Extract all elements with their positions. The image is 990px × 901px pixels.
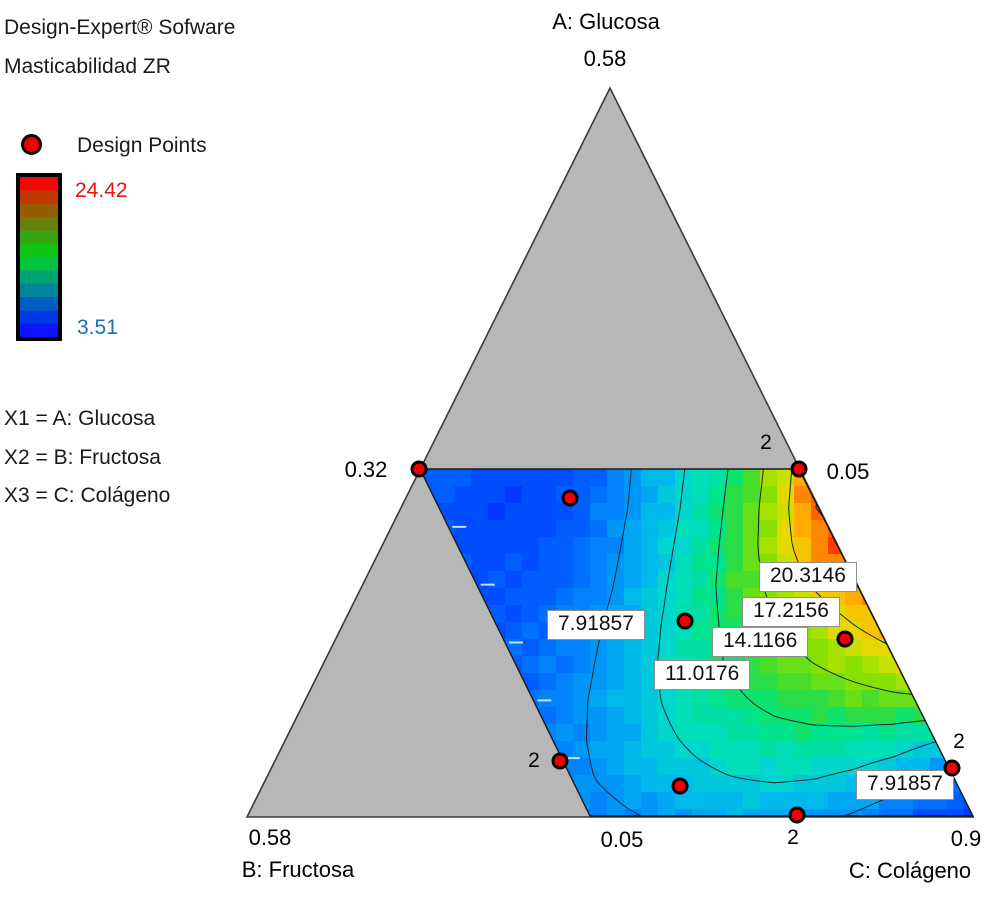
vertex-c-tick: 0.9 (950, 826, 982, 851)
design-point-9[interactable] (943, 759, 961, 777)
contour-label-17-2156[interactable]: 17.2156 (742, 597, 840, 627)
design-point-3[interactable] (561, 489, 579, 507)
replicate-count-left: 2 (528, 749, 540, 772)
contour-label-11-0176[interactable]: 11.0176 (654, 660, 751, 690)
tick-b-bottom-005: 0.05 (600, 827, 644, 852)
design-point-2[interactable] (790, 460, 808, 478)
factor-x2-label: X2 = B: Fructosa (4, 446, 161, 469)
design-point-6[interactable] (551, 752, 569, 770)
app-title: Design-Expert® Sofware (4, 16, 236, 39)
color-scale-bar (16, 173, 62, 341)
factor-x1-label: X1 = A: Glucosa (4, 407, 156, 430)
vertex-b-tick: 0.58 (248, 825, 292, 850)
replicate-count-top: 2 (760, 431, 772, 454)
scale-max-value: 24.42 (75, 179, 128, 202)
factor-x3-label: X3 = C: Colágeno (4, 484, 171, 507)
contour-label-7-91857-right[interactable]: 7.91857 (856, 770, 954, 800)
replicate-count-right: 2 (953, 730, 965, 753)
scale-min-value: 3.51 (77, 316, 118, 339)
tick-c-top-005: 0.05 (826, 459, 870, 484)
replicate-count-bottom: 2 (787, 826, 799, 849)
contour-label-7-91857-mid[interactable]: 7.91857 (547, 610, 645, 640)
vertex-a-tick: 0.58 (583, 46, 627, 71)
vertex-a-title: A: Glucosa (552, 9, 660, 34)
design-point-5[interactable] (836, 630, 854, 648)
design-point-1[interactable] (410, 460, 428, 478)
design-point-legend-icon (21, 134, 42, 155)
contour-label-14-1166[interactable]: 14.1166 (712, 627, 809, 657)
tick-a-region-032: 0.32 (344, 457, 388, 482)
design-point-8[interactable] (788, 806, 806, 824)
vertex-c-title: C: Colágeno (848, 858, 972, 883)
design-point-4[interactable] (676, 612, 694, 630)
design-point-7[interactable] (671, 777, 689, 795)
design-points-legend-label: Design Points (77, 134, 207, 157)
vertex-b-title: B: Fructosa (241, 857, 355, 882)
response-name: Masticabilidad ZR (4, 55, 171, 78)
contour-label-20-3146[interactable]: 20.3146 (759, 562, 857, 592)
